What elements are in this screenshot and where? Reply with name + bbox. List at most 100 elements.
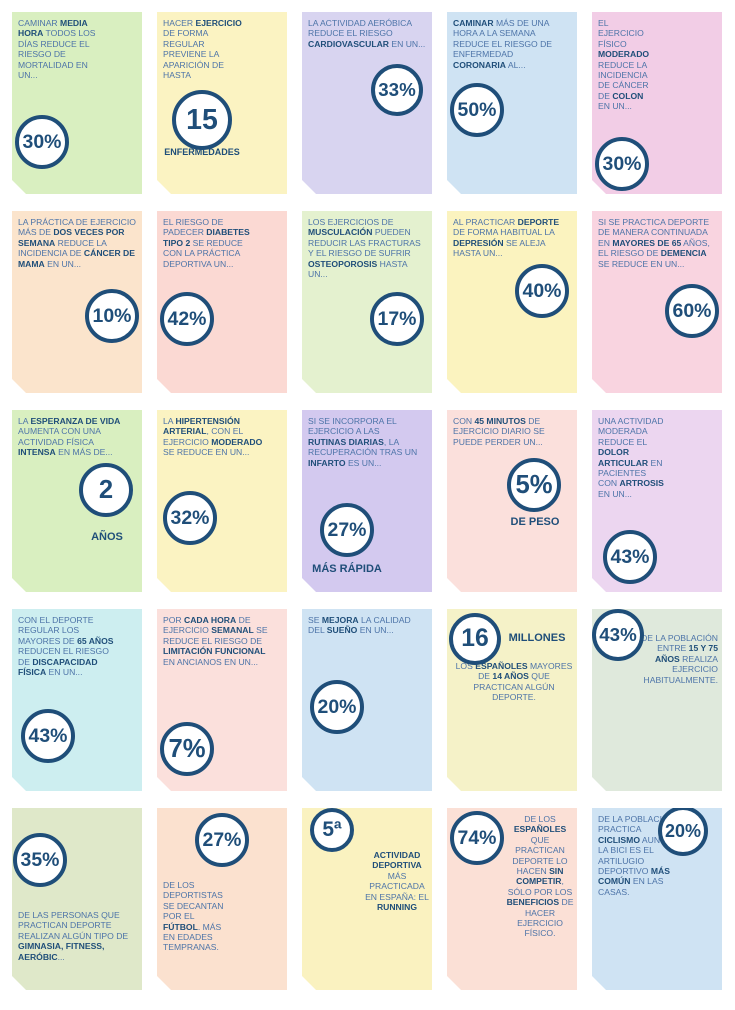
- card: DE LA POBLACIÓN PRACTICA CICLISMO AUNQUE…: [592, 808, 722, 990]
- text-part: DE LA POBLACIÓN PRACTICA: [598, 814, 675, 835]
- card-text: CAMINAR MÁS DE UNA HORA A LA SEMANA REDU…: [453, 18, 565, 70]
- card: CON 45 MINUTOS DE EJERCICIO DIARIO SE PU…: [447, 410, 577, 592]
- text-part: LOS EJERCICIOS DE: [308, 217, 394, 227]
- text-part: DE FORMA HABITUAL LA: [453, 227, 555, 238]
- highlight: SEMANAL: [211, 625, 254, 636]
- highlight: MODERADO: [211, 436, 263, 447]
- highlight: DIABETES TIPO 2: [163, 227, 250, 248]
- highlight: 14 AÑOS: [492, 671, 529, 682]
- card: LA ACTIVIDAD AERÓBICA REDUCE EL RIESGO C…: [302, 12, 432, 194]
- card-text: LA ACTIVIDAD AERÓBICA REDUCE EL RIESGO C…: [308, 18, 426, 49]
- card-text: AL PRACTICAR DEPORTE DE FORMA HABITUAL L…: [453, 217, 565, 259]
- card-text: SE MEJORA LA CALIDAD DEL SUEÑO EN UN...: [308, 615, 420, 636]
- stat-circle: 43%: [21, 709, 75, 763]
- highlight: ESPAÑOLES: [475, 661, 528, 671]
- card-text: LOS ESPAÑOLES MAYORES DE 14 AÑOS QUE PRA…: [455, 661, 573, 703]
- stat-circle: 27%: [320, 503, 374, 557]
- text-part: SI SE INCORPORA EL EJERCICIO A LAS: [308, 416, 397, 437]
- text-part: DE LA POBLACIÓN ENTRE: [641, 633, 718, 654]
- text-part: CAMINAR: [18, 18, 61, 28]
- card: LOS EJERCICIOS DE MUSCULACIÓN PUEDEN RED…: [302, 211, 432, 393]
- text-part: SI SE PRACTICA DEPORTE DE MANERA CONTINU…: [598, 217, 710, 248]
- highlight: INTENSA: [18, 447, 56, 458]
- text-part: LA: [163, 416, 176, 426]
- highlight: MÁS COMÚN: [598, 866, 670, 887]
- card: LOS ESPAÑOLES MAYORES DE 14 AÑOS QUE PRA…: [447, 609, 577, 791]
- card: AL PRACTICAR DEPORTE DE FORMA HABITUAL L…: [447, 211, 577, 393]
- text-part: QUE PRACTICAN ALGÚN DEPORTE.: [473, 671, 555, 703]
- highlight: RUTINAS DIARIAS: [308, 436, 384, 447]
- stat-caption: AÑOS: [91, 531, 123, 543]
- card: ACTIVIDAD DEPORTIVA MÁS PRACTICADA EN ES…: [302, 808, 432, 990]
- highlight: MUSCULACIÓN: [308, 227, 373, 238]
- highlight: CAMINAR: [453, 18, 494, 28]
- text-part: EN PACIENTES CON: [598, 457, 663, 489]
- text-part: ...: [57, 951, 65, 962]
- card-text: HACER EJERCICIO DE FORMA REGULAR PREVIEN…: [163, 18, 243, 80]
- stat-caption: MILLONES: [508, 632, 566, 644]
- text-part: REDUCE LA INCIDENCIA DE CÁNCER DE: [598, 59, 649, 101]
- text-part: , SÓLO POR LOS: [507, 876, 573, 897]
- text-part: LA: [18, 416, 31, 426]
- highlight: CADA HORA: [184, 615, 237, 625]
- highlight: ARTROSIS: [619, 478, 664, 489]
- card: UNA ACTIVIDAD MODERADA REDUCE EL DOLOR A…: [592, 410, 722, 592]
- text-part: DE EJERCICIO: [163, 615, 251, 636]
- stat-circle: 10%: [85, 289, 139, 343]
- highlight: DEPORTE: [517, 217, 560, 227]
- stat-circle: 5%: [507, 458, 561, 512]
- text-part: EN LAS CASAS.: [598, 876, 664, 897]
- stat-circle: 33%: [371, 64, 423, 116]
- card-text: DE LA POBLACIÓN ENTRE 15 Y 75 AÑOS REALI…: [638, 633, 718, 685]
- text-part: AL...: [506, 59, 526, 70]
- card-text: DE LAS PERSONAS QUE PRACTICAN DEPORTE RE…: [18, 910, 136, 962]
- highlight: 45 MINUTOS: [474, 416, 526, 426]
- card: LA HIPERTENSIÓN ARTERIAL, CON EL EJERCIC…: [157, 410, 287, 592]
- card-text: SI SE INCORPORA EL EJERCICIO A LAS RUTIN…: [308, 416, 418, 468]
- highlight: ACTIVIDAD DEPORTIVA: [372, 850, 422, 871]
- text-part: HASTA UN...: [308, 258, 408, 280]
- card-text: CON 45 MINUTOS DE EJERCICIO DIARIO SE PU…: [453, 416, 563, 447]
- highlight: GIMNASIA, FITNESS, AERÓBIC: [18, 941, 105, 962]
- text-part: . MÁS EN EDADES TEMPRANAS.: [163, 921, 222, 953]
- stat-circle: 15: [172, 90, 232, 150]
- card-text: EL RIESGO DE PADECER DIABETES TIPO 2 SE …: [163, 217, 255, 269]
- stat-caption: MÁS RÁPIDA: [312, 563, 382, 575]
- stat-caption: ENFERMEDADES: [164, 147, 240, 157]
- highlight: CORONARIA: [453, 59, 506, 70]
- text-part: AÑOS, EL RIESGO DE: [598, 237, 710, 259]
- text-part: DE LAS PERSONAS QUE PRACTICAN DEPORTE RE…: [18, 910, 129, 941]
- card: LA ESPERANZA DE VIDA AUMENTA CON UNA ACT…: [12, 410, 142, 592]
- stat-caption: DE PESO: [510, 516, 560, 528]
- highlight: DOS VECES POR SEMANA: [18, 227, 125, 248]
- highlight: MEJORA: [321, 615, 359, 625]
- card: DE LAS PERSONAS QUE PRACTICAN DEPORTE RE…: [12, 808, 142, 990]
- text-part: EL EJERCICIO FÍSICO: [598, 18, 644, 49]
- highlight: ESPAÑOLES: [513, 824, 567, 835]
- card-text: LA ESPERANZA DE VIDA AUMENTA CON UNA ACT…: [18, 416, 130, 458]
- stat-circle: 60%: [665, 284, 719, 338]
- text-part: DE LOS: [524, 814, 556, 824]
- card-text: POR CADA HORA DE EJERCICIO SEMANAL SE RE…: [163, 615, 273, 667]
- text-part: EL RIESGO DE PADECER: [163, 217, 224, 238]
- highlight: DISCAPACIDAD FÍSICA: [18, 656, 98, 678]
- card-text: ACTIVIDAD DEPORTIVA MÁS PRACTICADA EN ES…: [364, 850, 430, 912]
- text-part: LA PRÁCTICA DE EJERCICIO MÁS DE: [18, 217, 136, 238]
- text-part: HACER: [163, 18, 196, 28]
- text-part: EN UN...: [598, 488, 632, 499]
- highlight: COLON: [612, 90, 644, 101]
- text-part: TODOS LOS DÍAS REDUCE EL RIESGO DE MORTA…: [18, 28, 96, 81]
- card: CAMINAR MÁS DE UNA HORA A LA SEMANA REDU…: [447, 12, 577, 194]
- card-text: EL EJERCICIO FÍSICO MODERADO REDUCE LA I…: [598, 18, 656, 112]
- text-part: QUE PRACTICAN DEPORTE LO HACEN: [512, 834, 568, 877]
- stat-circle: 32%: [163, 491, 217, 545]
- highlight: 15 Y 75 AÑOS: [654, 643, 718, 664]
- text-part: , LA RECUPERACIÓN TRAS UN: [308, 436, 418, 458]
- card-text: SI SE PRACTICA DEPORTE DE MANERA CONTINU…: [598, 217, 716, 269]
- stat-circle: 42%: [160, 292, 214, 346]
- text-part: REALIZA EJERCICIO HABITUALMENTE.: [643, 653, 719, 685]
- text-part: MÁS DE UNA HORA A LA SEMANA REDUCE EL RI…: [453, 18, 553, 60]
- highlight: MAYORES DE 65: [612, 237, 682, 248]
- stat-circle: 43%: [603, 530, 657, 584]
- highlight: LIMITACIÓN FUNCIONAL: [163, 646, 266, 657]
